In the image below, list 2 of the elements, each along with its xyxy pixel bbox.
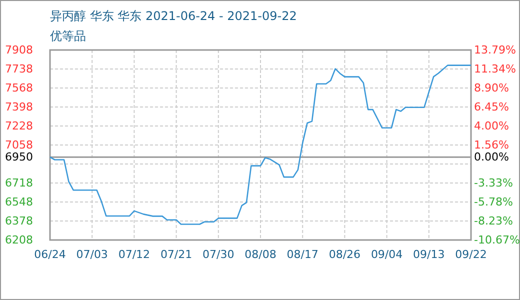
subtitle: 优等品 (50, 29, 86, 43)
title: 异丙醇 华东 华东 2021-06-24 - 2021-09-22 (50, 9, 297, 23)
